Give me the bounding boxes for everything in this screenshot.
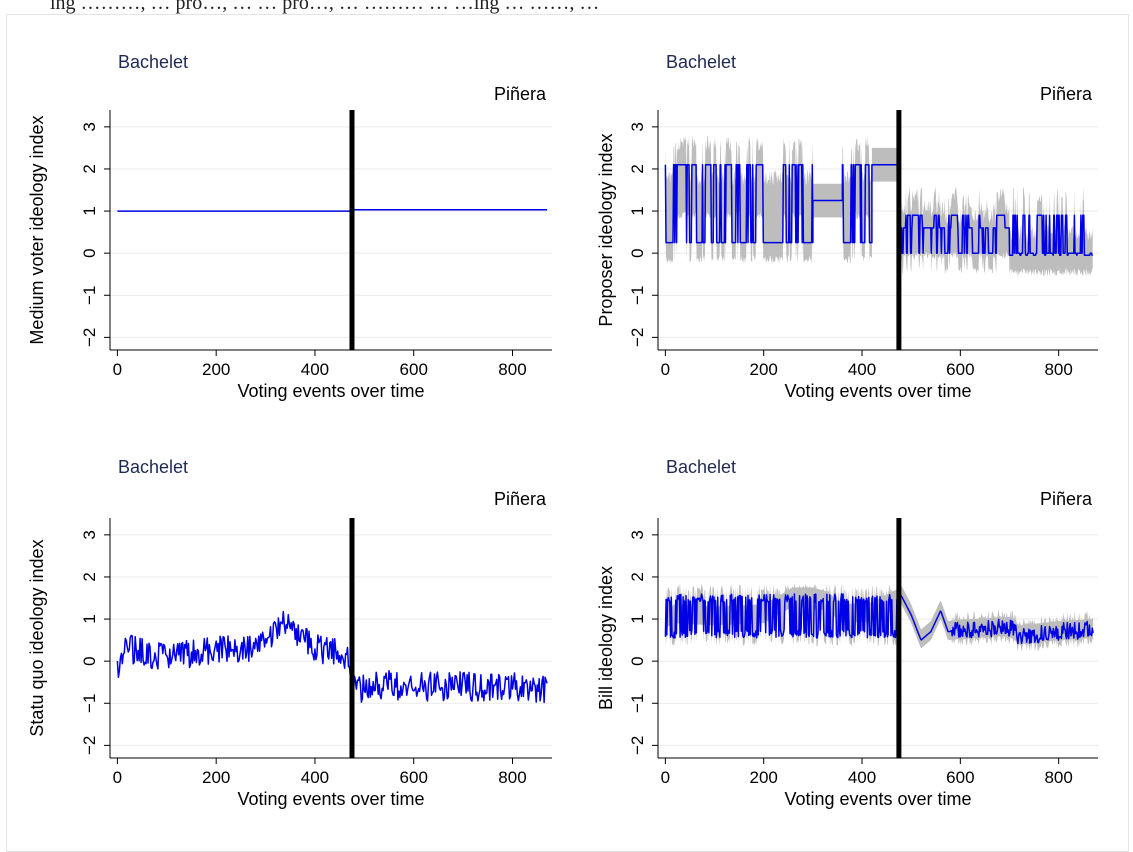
period-label-pinera: Piñera <box>494 84 547 104</box>
panel-bottom-left: −2 −1 0 1 2 3 0 200 400 600 800 Voting events over … <box>27 457 552 809</box>
x-tick-label: 0 <box>661 768 670 787</box>
series-line <box>664 593 1094 645</box>
x-tick-label: 800 <box>1044 360 1072 379</box>
x-tick-label: 800 <box>498 360 526 379</box>
y-tick-label: 1 <box>80 206 99 215</box>
period-label-bachelet: Bachelet <box>118 457 188 477</box>
y-tick-label: −2 <box>80 328 99 347</box>
x-tick-label: 600 <box>400 768 428 787</box>
panel-bottom-right: −2 −1 0 1 2 3 0 200 400 600 800 Voting events over … <box>596 457 1098 809</box>
period-label-bachelet: Bachelet <box>118 52 188 72</box>
y-tick-label: −1 <box>80 694 99 713</box>
x-tick-label: 400 <box>301 360 329 379</box>
y-tick-label: 2 <box>80 164 99 173</box>
x-tick-label: 400 <box>848 360 876 379</box>
y-tick-label: 2 <box>80 572 99 581</box>
x-tick-label: 200 <box>202 768 230 787</box>
x-tick-label: 600 <box>400 360 428 379</box>
x-axis-label: Voting events over time <box>784 381 971 401</box>
period-label-pinera: Piñera <box>1040 84 1093 104</box>
x-tick-label: 0 <box>113 768 122 787</box>
figure-frame <box>6 14 1129 852</box>
x-tick-label: 400 <box>848 768 876 787</box>
y-tick-label: 2 <box>628 572 647 581</box>
y-tick-label: 0 <box>628 656 647 665</box>
x-tick-label: 0 <box>113 360 122 379</box>
x-axis-label: Voting events over time <box>784 789 971 809</box>
y-tick-label: 0 <box>628 248 647 257</box>
series-line <box>116 610 548 704</box>
y-tick-label: −1 <box>628 694 647 713</box>
y-tick-label: −1 <box>80 286 99 305</box>
x-tick-label: 800 <box>1044 768 1072 787</box>
x-axis-label: Voting events over time <box>237 789 424 809</box>
x-tick-label: 200 <box>750 360 778 379</box>
y-tick-label: 0 <box>80 248 99 257</box>
panel-top-left: −2 −1 0 1 2 3 0 200 400 600 800 Voting events over … <box>27 52 552 401</box>
panel-top-right: −2 −1 0 1 2 3 0 200 400 600 800 Voting events over … <box>596 52 1098 401</box>
y-tick-label: 1 <box>628 614 647 623</box>
y-axis-label: Proposer ideology index <box>596 133 616 326</box>
period-label-pinera: Piñera <box>494 489 547 509</box>
y-axis-label: Medium voter ideology index <box>27 115 47 344</box>
y-tick-label: 3 <box>80 530 99 539</box>
y-tick-label: 1 <box>628 206 647 215</box>
y-tick-label: 3 <box>628 530 647 539</box>
confidence-band <box>665 135 1093 277</box>
y-axis-label: Bill ideology index <box>596 566 616 710</box>
x-tick-label: 200 <box>202 360 230 379</box>
y-axis-label: Statu quo ideology index <box>27 539 47 736</box>
y-tick-label: 2 <box>628 164 647 173</box>
x-tick-label: 600 <box>946 768 974 787</box>
x-tick-label: 200 <box>750 768 778 787</box>
x-tick-label: 600 <box>946 360 974 379</box>
period-label-bachelet: Bachelet <box>666 457 736 477</box>
x-tick-label: 800 <box>498 768 526 787</box>
x-tick-label: 0 <box>661 360 670 379</box>
y-tick-label: −2 <box>628 328 647 347</box>
y-tick-label: 1 <box>80 614 99 623</box>
series-line <box>664 163 1093 257</box>
y-tick-label: −2 <box>80 736 99 755</box>
y-tick-label: 0 <box>80 656 99 665</box>
x-axis-label: Voting events over time <box>237 381 424 401</box>
y-tick-label: −1 <box>628 286 647 305</box>
x-tick-label: 400 <box>301 768 329 787</box>
y-tick-label: −2 <box>628 736 647 755</box>
y-tick-label: 3 <box>80 122 99 131</box>
period-label-bachelet: Bachelet <box>666 52 736 72</box>
cropped-header-text: ing ………, … pro…, … … pro…, … ……… … …ing … <box>50 0 600 14</box>
period-label-pinera: Piñera <box>1040 489 1093 509</box>
y-tick-label: 3 <box>628 122 647 131</box>
